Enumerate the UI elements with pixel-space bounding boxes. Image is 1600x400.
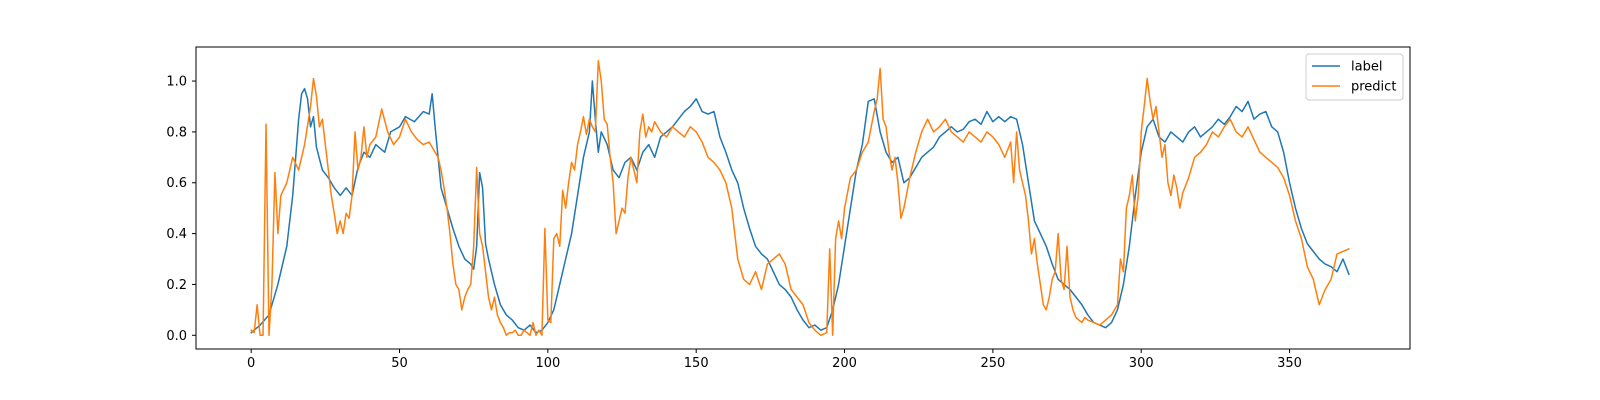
- series-line-predict: [250, 59, 1350, 337]
- x-tick-label: 300: [1129, 356, 1154, 371]
- y-tick-label: 0.0: [166, 329, 187, 344]
- y-axis: 0.0 0.2 0.4 0.6 0.8 1.0: [166, 75, 196, 344]
- x-tick-label: 200: [832, 356, 857, 371]
- axes-frame: [195, 46, 1411, 350]
- y-tick-label: 0.4: [166, 227, 187, 242]
- y-tick-label: 0.6: [166, 176, 187, 191]
- x-tick-label: 100: [535, 356, 560, 371]
- x-tick-label: 150: [684, 356, 709, 371]
- y-tick-label: 1.0: [166, 75, 187, 90]
- legend-label-label: label: [1351, 60, 1382, 75]
- y-tick-label: 0.2: [166, 278, 187, 293]
- series-line-label: [250, 80, 1350, 334]
- x-tick-label: 50: [391, 356, 408, 371]
- x-axis: 0 50 100 150 200 250 300 350: [247, 349, 1302, 371]
- legend: label predict: [1305, 53, 1404, 101]
- y-tick-label: 0.8: [166, 125, 187, 140]
- legend-label-predict: predict: [1351, 80, 1396, 95]
- series-layer: [250, 59, 1350, 337]
- x-tick-label: 350: [1277, 356, 1302, 371]
- x-tick-label: 0: [247, 356, 255, 371]
- plot-area: [250, 59, 1350, 337]
- x-tick-label: 250: [980, 356, 1005, 371]
